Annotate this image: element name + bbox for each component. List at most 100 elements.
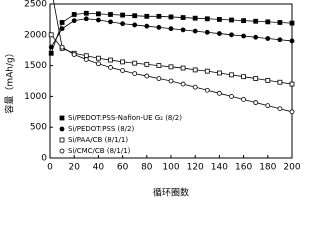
x-tick-label: 60: [117, 163, 129, 173]
y-tick-label: 1500: [24, 61, 47, 71]
marker: [265, 36, 271, 41]
legend-marker: [59, 115, 65, 121]
marker: [168, 26, 174, 32]
marker: [168, 14, 174, 20]
x-tick-label: 140: [211, 163, 228, 173]
legend-marker: [59, 137, 65, 143]
y-tick-label: 500: [30, 123, 47, 133]
marker: [216, 70, 222, 76]
marker: [96, 61, 101, 67]
marker: [180, 65, 186, 71]
marker: [229, 94, 234, 99]
marker: [71, 52, 77, 57]
marker: [192, 28, 198, 34]
x-axis-label: 循环圈数: [153, 187, 189, 199]
marker: [83, 16, 89, 22]
legend-label: Si/PEDOT:PSS (8/2): [68, 125, 134, 133]
x-tick-label: 180: [259, 163, 276, 173]
x-tick-label: 100: [162, 163, 179, 173]
marker: [289, 20, 295, 26]
marker: [204, 16, 210, 22]
marker: [241, 33, 247, 39]
y-tick-label: 1000: [24, 92, 47, 102]
marker: [265, 77, 271, 83]
x-tick-label: 80: [141, 163, 153, 173]
y-axis-label: 容量（mAh/g）: [4, 48, 16, 113]
marker: [96, 17, 101, 23]
marker: [59, 26, 65, 32]
marker: [120, 59, 125, 65]
marker: [253, 18, 259, 24]
marker: [277, 37, 283, 43]
marker: [156, 63, 162, 68]
marker: [168, 78, 174, 84]
x-tick-label: 0: [47, 163, 53, 173]
marker: [144, 23, 150, 29]
marker: [216, 16, 222, 22]
marker: [83, 10, 89, 16]
marker: [144, 73, 150, 79]
marker: [204, 87, 210, 93]
y-tick-label: 2000: [24, 30, 47, 40]
chart: 循环圈数 容量（mAh/g） 0 500 1000 1500 2000 2500 0 20 40…: [4, 0, 301, 199]
marker: [229, 32, 234, 38]
x-tick-label: 40: [93, 163, 105, 173]
marker: [289, 109, 295, 115]
legend-label: Si/PAA/CB (8/1/1): [68, 136, 128, 144]
marker: [253, 76, 259, 81]
marker: [277, 20, 283, 25]
marker: [192, 84, 198, 90]
legend-label: Si/CMC/CB (8/1/1): [68, 147, 131, 155]
marker: [204, 68, 210, 74]
marker: [59, 44, 65, 50]
marker: [144, 13, 150, 19]
marker: [120, 12, 125, 18]
marker: [241, 74, 247, 80]
marker: [180, 81, 186, 87]
marker: [132, 71, 138, 77]
marker: [48, 50, 54, 56]
marker: [216, 31, 222, 36]
marker: [96, 11, 101, 17]
marker: [156, 25, 162, 30]
y-tick-label: 2500: [24, 0, 47, 10]
marker: [96, 55, 101, 61]
marker: [241, 97, 247, 102]
legend-label: Si/PEDOT:PSS-Nafion-UE G₂ (8/2): [68, 114, 182, 122]
marker: [83, 57, 89, 62]
marker: [120, 68, 125, 73]
marker: [253, 34, 259, 40]
marker: [156, 13, 162, 19]
marker: [48, 44, 54, 50]
marker: [277, 106, 283, 112]
marker: [120, 21, 125, 27]
legend-marker: [59, 126, 65, 132]
marker: [229, 72, 234, 78]
marker: [289, 81, 295, 87]
marker: [241, 18, 247, 24]
x-tick-label: 200: [283, 163, 300, 173]
marker: [108, 65, 113, 70]
marker: [253, 100, 259, 105]
marker: [168, 64, 174, 70]
marker: [265, 103, 271, 109]
marker: [71, 12, 77, 17]
marker: [144, 61, 150, 67]
legend-marker: [59, 148, 65, 154]
marker: [180, 27, 186, 33]
x-tick-label: 120: [187, 163, 204, 173]
marker: [192, 67, 198, 73]
marker: [108, 12, 113, 17]
marker: [277, 79, 283, 85]
marker: [132, 60, 138, 66]
x-tick-label: 20: [68, 163, 80, 173]
marker: [192, 15, 198, 21]
marker: [229, 17, 234, 23]
x-tick-label: 160: [235, 163, 252, 173]
marker: [108, 57, 113, 63]
marker: [59, 20, 65, 25]
marker: [132, 13, 138, 19]
marker: [216, 90, 222, 96]
marker: [108, 19, 113, 25]
marker: [289, 38, 295, 44]
